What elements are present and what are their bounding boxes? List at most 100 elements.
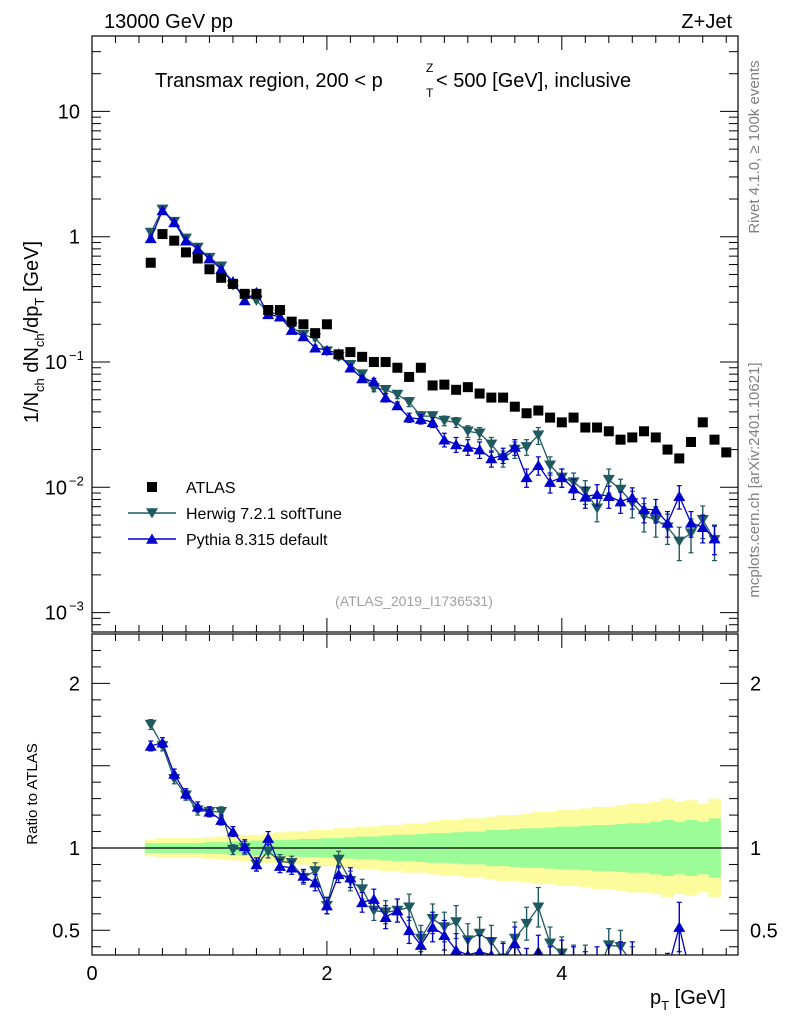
pythia-point	[638, 503, 651, 514]
atlas-data-point	[227, 278, 238, 289]
pythia-ratio-point	[356, 896, 369, 908]
atlas-data-point	[368, 357, 379, 368]
atlas-data-point	[298, 319, 309, 330]
herwig-point	[461, 426, 474, 437]
herwig-point	[673, 536, 686, 547]
atlas-data-point	[345, 347, 356, 358]
pythia-ratio-point	[603, 956, 615, 966]
atlas-data-point	[239, 288, 250, 299]
pythia-ratio-point	[414, 939, 427, 950]
pythia-ratio-point	[262, 832, 275, 843]
pythia-ratio-point	[579, 963, 591, 973]
herwig-ratio-point	[226, 844, 239, 856]
atlas-data-point	[263, 305, 274, 316]
pythia-point	[144, 232, 157, 244]
pythia-ratio-point	[203, 806, 216, 817]
atlas-data-point	[533, 405, 544, 416]
process-label: Z+Jet	[681, 11, 732, 33]
atlas-data-point	[686, 436, 697, 447]
pythia-point	[203, 253, 216, 264]
atlas-data-point	[251, 288, 262, 299]
atlas-data-point	[521, 408, 532, 419]
atlas-data-point	[615, 434, 626, 445]
pythia-point	[602, 490, 615, 501]
pythia-ratio-point	[215, 814, 228, 825]
plot-title-part2: < 500 [GeV], inclusive	[436, 70, 631, 92]
pythia-ratio-point	[544, 958, 556, 968]
pythia-ratio-point	[238, 840, 251, 852]
herwig-ratio-point	[662, 968, 674, 978]
pythia-point	[344, 362, 357, 373]
atlas-data-point	[310, 328, 321, 339]
pythia-point	[379, 392, 392, 403]
pythia-ratio-point	[320, 900, 333, 911]
pythia-point	[450, 439, 463, 450]
pythia-ratio-point	[191, 801, 204, 812]
pythia-point	[297, 331, 310, 342]
pythia-ratio-point	[508, 938, 521, 949]
pythia-ratio-point	[474, 946, 485, 955]
atlas-data-point	[380, 357, 391, 368]
pythia-point	[168, 217, 181, 228]
pythia-point	[285, 324, 298, 335]
herwig-ratio-point	[673, 972, 685, 982]
ratio-y-tick-label-right: 1	[750, 838, 761, 860]
pythia-ratio-point	[285, 862, 298, 873]
y-axis-title: 1/Nch dNch/dpT [GeV]	[21, 241, 47, 423]
atlas-data-point	[357, 351, 368, 362]
atlas-data-point	[169, 235, 180, 246]
main-frame	[91, 35, 739, 633]
pythia-ratio-point	[332, 868, 345, 880]
plot-title-sup: Z	[426, 61, 433, 75]
pythia-ratio-point	[179, 788, 192, 799]
pythia-point	[309, 342, 322, 353]
atlas-data-point	[603, 426, 614, 437]
pythia-point	[567, 483, 580, 494]
y-tick-label: 10	[45, 603, 67, 625]
pythia-point	[367, 376, 380, 387]
herwig-ratio-point	[638, 973, 650, 983]
herwig-point	[520, 442, 533, 453]
atlas-data-point	[639, 426, 650, 437]
rivet-version-label: Rivet 4.1.0, ≥ 100k events	[746, 60, 763, 233]
herwig-ratio-point	[544, 938, 557, 949]
atlas-data-point	[462, 382, 473, 393]
legend-marker-atlas	[147, 482, 157, 492]
herwig-ratio-point	[356, 884, 369, 895]
pythia-point	[649, 504, 662, 515]
atlas-data-point	[709, 434, 720, 445]
pythia-point	[238, 295, 251, 306]
pythia-point	[461, 441, 474, 452]
pythia-ratio-point	[709, 974, 721, 984]
pythia-ratio-point	[156, 737, 169, 748]
atlas-data-point	[545, 412, 556, 423]
atlas-data-point	[404, 371, 415, 382]
pythia-ratio-point	[662, 964, 674, 974]
pythia-point	[520, 471, 533, 483]
pythia-point	[391, 400, 404, 411]
x-tick-label: 4	[556, 963, 567, 985]
herwig-ratio-point	[367, 905, 380, 916]
plot-title-sub: T	[426, 86, 434, 100]
herwig-ratio-point	[215, 806, 228, 818]
pythia-point	[273, 311, 286, 322]
ratio-axis-title: Ratio to ATLAS	[24, 743, 41, 844]
pythia-ratio-point	[673, 921, 686, 932]
pythia-point	[696, 521, 709, 533]
pythia-point	[626, 492, 639, 503]
pythia-point	[403, 412, 416, 423]
pythia-point	[426, 416, 439, 428]
pythia-ratio-point	[273, 860, 286, 871]
pythia-ratio-point	[391, 905, 404, 916]
atlas-data-point	[333, 349, 344, 360]
herwig-point	[473, 428, 486, 439]
herwig-point	[379, 385, 392, 396]
atlas-data-point	[180, 247, 191, 258]
herwig-point	[391, 389, 404, 400]
atlas-data-series	[145, 229, 732, 464]
pythia-point	[473, 444, 486, 455]
herwig-point	[614, 484, 627, 495]
atlas-data-point	[662, 444, 673, 455]
pythia-point	[156, 205, 169, 216]
